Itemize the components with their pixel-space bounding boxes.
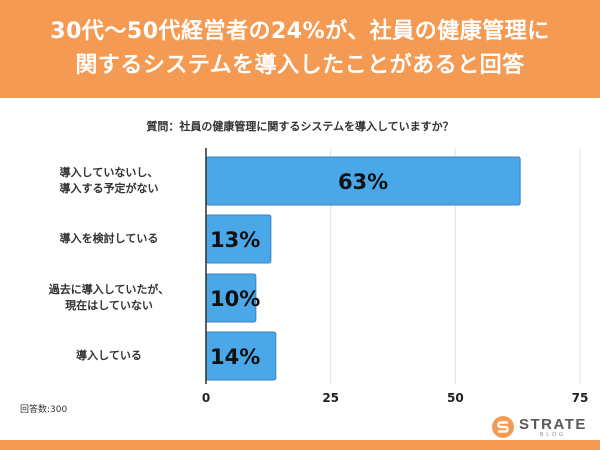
footer-bar bbox=[0, 440, 600, 450]
category-label-1-line-0: 導入を検討している bbox=[59, 232, 159, 245]
strate-logo-mark-icon bbox=[492, 416, 514, 438]
x-tick-label-75: 75 bbox=[572, 391, 589, 405]
bar-value-label-3: 14% bbox=[210, 345, 260, 369]
header-title-line-1: 30代〜50代経営者の24%が、社員の健康管理に bbox=[50, 19, 550, 44]
category-label-3: 導入している bbox=[20, 348, 198, 364]
logo-subtext: BLOG bbox=[539, 431, 566, 438]
bar-value-label-2: 10% bbox=[210, 287, 260, 311]
category-label-1: 導入を検討している bbox=[20, 231, 198, 247]
category-label-2-line-0: 過去に導入していたが、 bbox=[48, 283, 170, 296]
category-label-0-line-0: 導入していないし、 bbox=[59, 166, 159, 179]
x-tick-label-50: 50 bbox=[447, 391, 464, 405]
bar-value-label-0: 63% bbox=[338, 170, 388, 194]
category-label-0: 導入していないし、 導入する予定がない bbox=[20, 165, 198, 197]
header-banner: 30代〜50代経営者の24%が、社員の健康管理に 関するシステムを導入したことが… bbox=[0, 0, 600, 98]
bar-value-label-1: 13% bbox=[210, 228, 260, 252]
category-label-2: 過去に導入していたが、 現在はしていない bbox=[20, 282, 198, 314]
x-tick-label-0: 0 bbox=[202, 391, 210, 405]
x-tick-label-25: 25 bbox=[322, 391, 339, 405]
chart-question: 質問：社員の健康管理に関するシステムを導入していますか？ bbox=[146, 120, 454, 133]
logo-wordmark: STRATE bbox=[519, 415, 587, 433]
respondent-count: 回答数:300 bbox=[20, 405, 68, 415]
category-label-0-line-1: 導入する予定がない bbox=[59, 182, 159, 195]
category-label-3-line-0: 導入している bbox=[76, 349, 142, 362]
header-title-line-2: 関するシステムを導入したことがあると回答 bbox=[75, 53, 525, 78]
strate-logo: STRATE BLOG bbox=[492, 416, 587, 438]
category-label-2-line-1: 現在はしていない bbox=[65, 299, 153, 312]
